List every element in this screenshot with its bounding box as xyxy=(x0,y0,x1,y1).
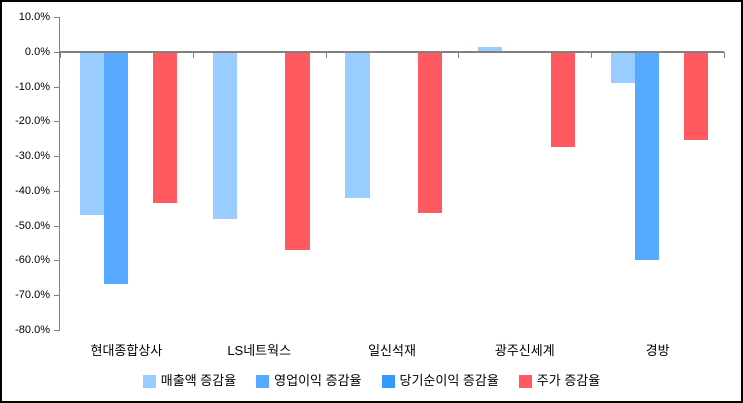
legend-label: 주가 증감율 xyxy=(536,373,601,388)
y-axis-tick-mark xyxy=(54,294,60,296)
legend-item-series3: 당기순이익 증감율 xyxy=(381,373,499,389)
legend: 매출액 증감율 영업이익 증감율 당기순이익 증감율 주가 증감율 xyxy=(2,373,741,389)
y-axis-tick-mark xyxy=(54,52,60,53)
legend-label: 매출액 증감율 xyxy=(160,373,237,388)
legend-item-series4: 주가 증감율 xyxy=(518,373,601,389)
x-axis-tick-mark xyxy=(591,52,593,58)
x-axis-category-label: 현대종합상사 xyxy=(90,343,163,358)
legend-item-series1: 매출액 증감율 xyxy=(142,373,237,389)
y-axis-tick-mark xyxy=(54,190,60,192)
bar-series1-cat3 xyxy=(345,52,370,198)
y-axis-tick-mark xyxy=(54,329,60,331)
x-axis-tick-mark xyxy=(458,52,460,58)
y-axis-tick-mark xyxy=(54,260,60,262)
bar-series1-cat1 xyxy=(79,52,104,216)
y-axis-tick-label: -10.0% xyxy=(15,80,50,93)
x-axis-category-label: 광주신세계 xyxy=(494,343,555,358)
legend-swatch-icon xyxy=(381,374,395,388)
y-axis-tick-label: -20.0% xyxy=(15,115,50,128)
bar-series2-cat1 xyxy=(104,52,129,285)
y-axis-line xyxy=(59,17,60,330)
y-axis-tick-label: 10.0% xyxy=(18,11,50,24)
x-axis-tick-mark xyxy=(724,52,725,58)
legend-label: 당기순이익 증감율 xyxy=(399,373,499,388)
bar-series1-cat4 xyxy=(478,46,503,52)
bar-series4-cat3 xyxy=(418,52,443,214)
y-axis-tick-label: -30.0% xyxy=(15,150,50,163)
bar-series4-cat4 xyxy=(551,52,576,148)
y-axis-tick-mark xyxy=(54,86,60,88)
y-axis-tick-label: -70.0% xyxy=(15,288,50,301)
legend-label: 영업이익 증감율 xyxy=(274,373,362,388)
x-axis-tick-mark xyxy=(60,52,61,58)
legend-swatch-icon xyxy=(518,374,532,388)
legend-swatch-icon xyxy=(256,374,270,388)
legend-swatch-icon xyxy=(142,374,156,388)
y-axis-tick-mark xyxy=(54,121,60,123)
x-axis-category-label: LS네트웍스 xyxy=(227,343,292,358)
bar-series1-cat5 xyxy=(610,52,636,84)
y-axis-tick-mark xyxy=(54,156,60,158)
y-axis-tick-label: -50.0% xyxy=(15,219,50,232)
x-axis-tick-mark xyxy=(325,52,327,58)
y-axis-tick-mark xyxy=(54,17,60,19)
bar-series4-cat5 xyxy=(683,52,709,141)
y-axis-tick-label: 0.0% xyxy=(24,46,50,58)
x-axis-line xyxy=(60,51,724,53)
y-axis-tick-label: -60.0% xyxy=(15,254,50,267)
bar-series4-cat2 xyxy=(285,52,310,250)
x-axis-tick-mark xyxy=(192,52,194,58)
bar-series1-cat2 xyxy=(212,52,237,219)
x-axis-category-label: 일신석재 xyxy=(368,343,416,358)
bar-series2-cat5 xyxy=(635,52,660,261)
y-axis-tick-mark xyxy=(54,225,60,227)
x-axis-category-label: 경방 xyxy=(645,343,670,358)
legend-item-series2: 영업이익 증감율 xyxy=(256,373,362,389)
y-axis-tick-label: -40.0% xyxy=(15,184,50,197)
y-axis-tick-label: -80.0% xyxy=(15,323,50,336)
bar-series4-cat1 xyxy=(152,52,177,203)
